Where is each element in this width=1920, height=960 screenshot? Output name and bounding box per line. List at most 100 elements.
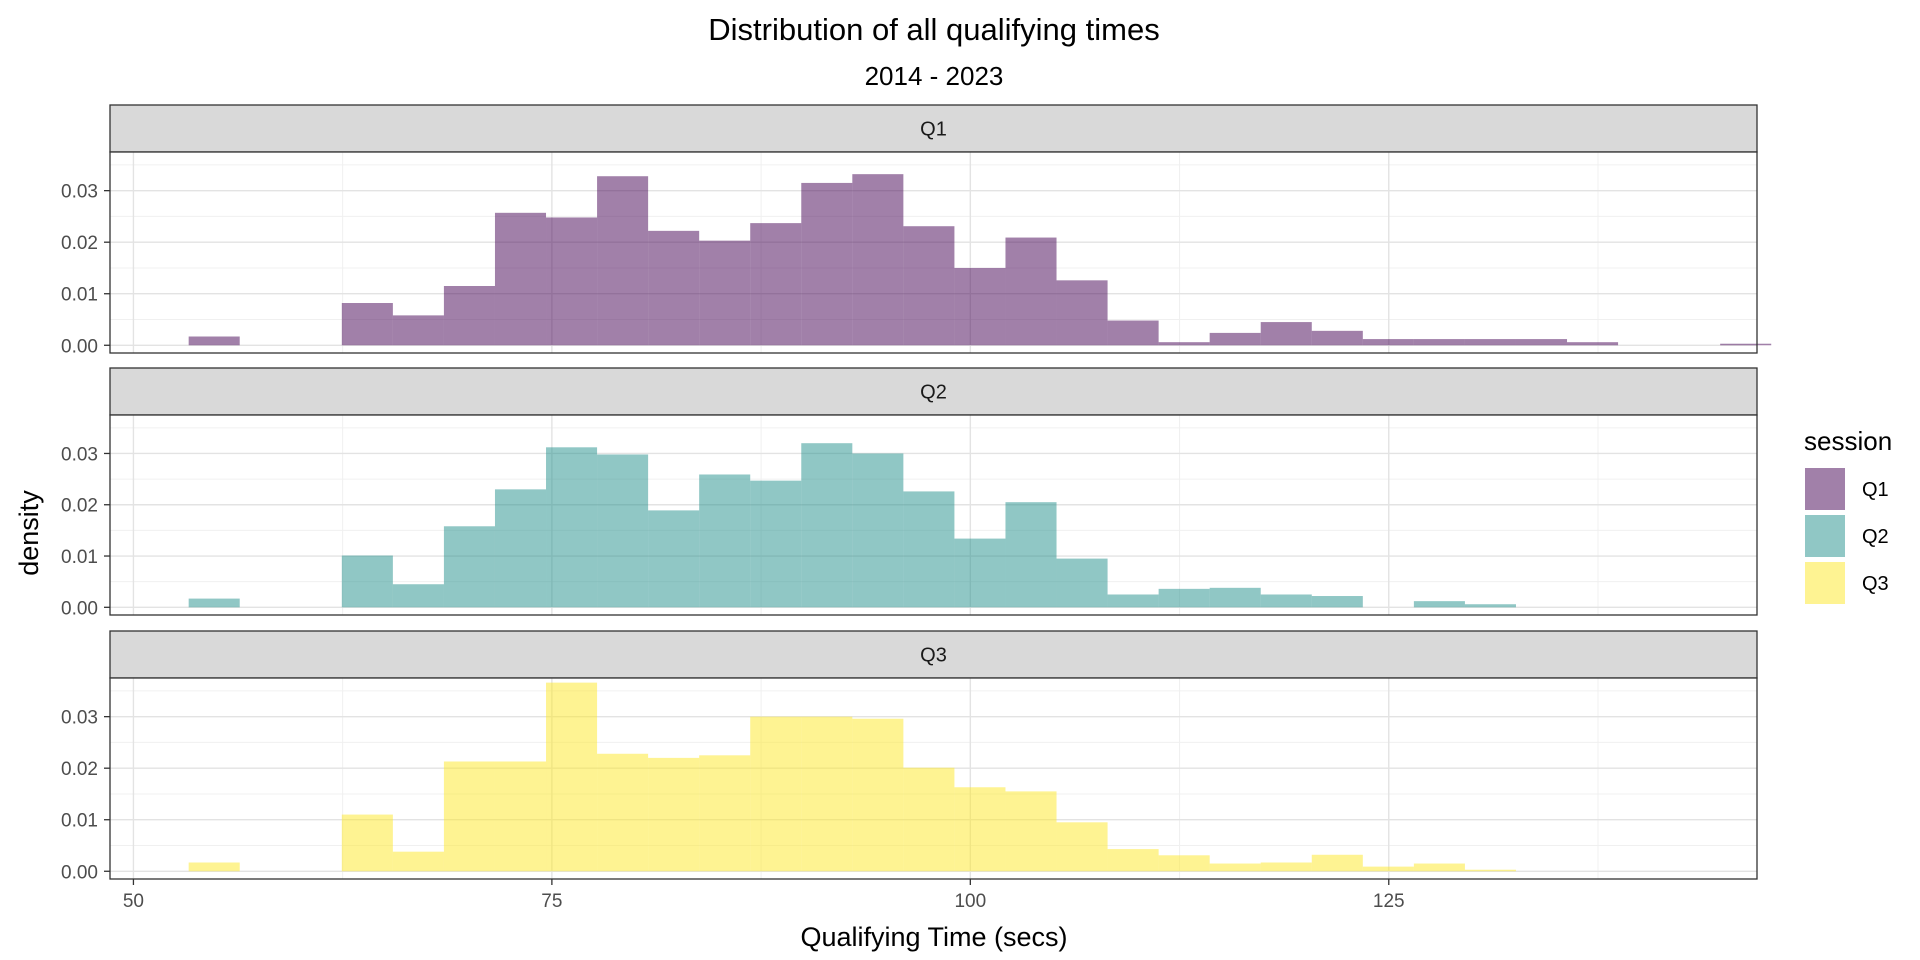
facet-strip-label: Q1: [920, 119, 947, 141]
legend-key-q3: [1805, 562, 1845, 604]
facet-strip: [109, 367, 1758, 416]
legend-title: session: [1804, 426, 1892, 456]
histogram-bar: [1158, 588, 1210, 608]
histogram-bar: [392, 584, 444, 608]
histogram-bar: [1464, 339, 1516, 346]
facet-strip-label: Q3: [920, 645, 947, 667]
histogram-bar: [494, 761, 547, 872]
histogram-bar: [597, 454, 649, 608]
histogram-bar: [546, 447, 598, 608]
histogram-bar: [954, 538, 1006, 608]
x-axis: 50 75 100 125: [123, 879, 1405, 912]
histogram-bar: [699, 240, 751, 346]
histogram-bar: [1107, 849, 1159, 872]
histogram-bar: [1209, 863, 1261, 872]
chart-title: Distribution of all qualifying times: [708, 12, 1159, 47]
histogram-bar: [1567, 342, 1619, 346]
histogram-bar: [852, 453, 904, 608]
histogram-bar: [1311, 596, 1363, 608]
y-tick-label: 0.01: [61, 547, 98, 568]
facet-panel-q3: Q3 0.00 0.01 0.02 0.03: [61, 630, 1758, 883]
histogram-bar: [903, 491, 955, 608]
facet-strip: [109, 104, 1758, 153]
histogram-bar: [1362, 866, 1414, 872]
histogram-bar: [852, 718, 904, 872]
histogram-bar: [1260, 862, 1312, 872]
legend-key-q2: [1805, 515, 1845, 557]
histogram-bar: [903, 226, 955, 346]
histogram-bar: [1107, 320, 1159, 346]
histogram-bar: [341, 303, 393, 346]
facet-strip-label: Q2: [920, 382, 947, 404]
x-tick-label: 75: [541, 891, 562, 912]
y-tick-label: 0.03: [61, 444, 98, 465]
histogram-bar: [494, 489, 547, 608]
histogram-bar: [188, 598, 240, 608]
y-tick-label: 0.00: [61, 598, 98, 619]
histogram-bar: [392, 315, 444, 346]
histogram-bar: [648, 230, 700, 346]
histogram-bar: [494, 212, 547, 346]
histogram-bar: [1005, 237, 1057, 346]
histogram-bar: [1056, 558, 1108, 608]
histogram-bar: [699, 755, 751, 872]
histogram-bar: [648, 510, 700, 608]
histogram-bar: [546, 682, 598, 872]
histogram-bar: [750, 716, 802, 872]
y-tick-label: 0.00: [61, 862, 98, 883]
histogram-bar: [1056, 280, 1108, 346]
histogram-bar: [750, 480, 802, 608]
legend-label: Q2: [1862, 526, 1889, 548]
histogram-bar: [801, 182, 853, 346]
histogram-bar: [1158, 855, 1210, 872]
histogram-bars: [188, 174, 1772, 346]
histogram-bar: [954, 787, 1006, 872]
histogram-bar: [1005, 791, 1057, 872]
histogram-bar: [1413, 339, 1465, 346]
histogram-bars: [188, 682, 1516, 872]
x-tick-label: 50: [123, 891, 144, 912]
histogram-bar: [801, 443, 853, 608]
y-tick-label: 0.01: [61, 285, 98, 306]
legend-label: Q1: [1862, 479, 1889, 501]
histogram-bar: [443, 761, 495, 872]
histogram-bar: [1720, 343, 1772, 346]
histogram-bar: [1260, 322, 1312, 346]
histogram-bar: [341, 555, 393, 608]
histogram-bar: [1056, 822, 1108, 872]
histogram-bar: [1515, 339, 1568, 346]
histogram-bar: [903, 767, 955, 872]
histogram-bar: [1107, 594, 1159, 608]
histogram-bar: [1158, 342, 1210, 346]
histogram-bar: [443, 286, 495, 346]
facet-panel-q2: Q2 0.00 0.01 0.02 0.03: [61, 367, 1758, 619]
x-tick-label: 125: [1373, 891, 1405, 912]
histogram-bar: [546, 217, 598, 346]
histogram-bar: [852, 174, 904, 346]
facet-panels: Q1 0.00 0.01 0.02 0.03 Q2 0.00 0.01 0.02 0.03 Q3 0.…: [61, 104, 1772, 883]
histogram-bar: [1005, 502, 1057, 608]
y-tick-label: 0.02: [61, 233, 98, 254]
histogram-bar: [1413, 863, 1465, 872]
histogram-bar: [188, 336, 240, 346]
y-tick-label: 0.02: [61, 759, 98, 780]
histogram-bar: [1311, 854, 1363, 872]
histogram-bar: [443, 526, 495, 608]
histogram-bar: [954, 267, 1006, 346]
chart-subtitle: 2014 - 2023: [865, 61, 1004, 91]
legend: session Q1 Q2 Q3: [1804, 426, 1892, 605]
histogram-bars: [188, 443, 1516, 608]
histogram-bar: [341, 814, 393, 872]
histogram-bar: [801, 716, 853, 872]
histogram-bar: [392, 851, 444, 872]
legend-key-q1: [1805, 468, 1845, 510]
histogram-bar: [1464, 604, 1516, 608]
histogram-bar: [1260, 594, 1312, 608]
histogram-bar: [1311, 330, 1363, 346]
histogram-bar: [1209, 332, 1261, 346]
x-axis-title: Qualifying Time (secs): [800, 922, 1067, 952]
facet-panel-q1: Q1 0.00 0.01 0.02 0.03: [61, 104, 1772, 357]
facet-strip: [109, 630, 1758, 679]
panel-border: [109, 414, 1758, 616]
histogram-bar: [648, 757, 700, 872]
